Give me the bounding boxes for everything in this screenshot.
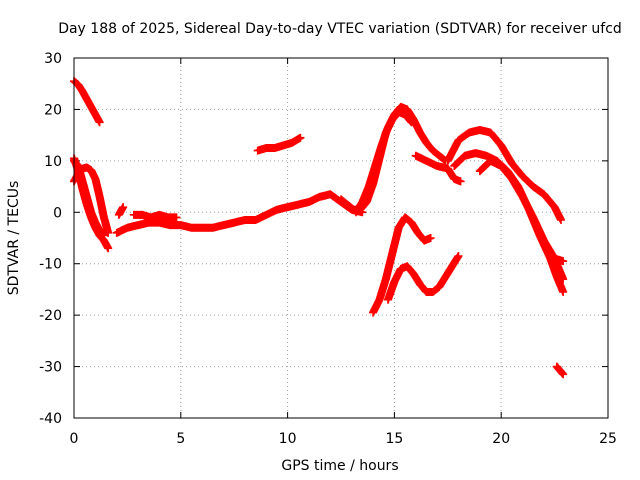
data-point bbox=[454, 252, 463, 260]
series-arc-18 bbox=[552, 362, 568, 379]
data-point bbox=[557, 216, 566, 224]
y-tick-label: 0 bbox=[53, 205, 62, 221]
y-tick-label: -30 bbox=[39, 360, 62, 376]
series-arc-17 bbox=[550, 254, 568, 266]
y-tick-label: -10 bbox=[39, 257, 62, 273]
x-tick-label: 25 bbox=[599, 431, 617, 447]
data-point bbox=[559, 257, 568, 266]
x-tick-label: 5 bbox=[176, 431, 185, 447]
x-tick-label: 0 bbox=[70, 431, 79, 447]
series-arc-12 bbox=[383, 252, 463, 304]
data-point bbox=[559, 275, 568, 284]
y-tick-label: -20 bbox=[39, 308, 62, 324]
x-tick-label: 10 bbox=[279, 431, 297, 447]
grid-lines bbox=[74, 58, 608, 418]
y-tick-label: 30 bbox=[44, 51, 62, 67]
series-arc-10 bbox=[337, 108, 416, 214]
data-point bbox=[296, 133, 305, 142]
data-markers bbox=[70, 77, 568, 379]
axis-ticks bbox=[73, 57, 609, 419]
data-point bbox=[559, 370, 568, 379]
data-point bbox=[456, 177, 465, 186]
y-tick-labels: -40 -30 -20 -10 0 10 20 30 bbox=[39, 51, 62, 427]
data-point bbox=[559, 288, 568, 296]
series-arc-11 bbox=[369, 213, 435, 317]
series-arc-16 bbox=[475, 156, 568, 284]
plot-frame bbox=[73, 57, 609, 419]
x-tick-label: 20 bbox=[492, 431, 510, 447]
chart-title: Day 188 of 2025, Sidereal Day-to-day VTE… bbox=[58, 21, 622, 37]
y-tick-label: 10 bbox=[44, 154, 62, 170]
data-point bbox=[407, 118, 416, 127]
series-arc-13 bbox=[411, 151, 465, 186]
series-arc-7 bbox=[129, 210, 181, 222]
x-axis-label: GPS time / hours bbox=[281, 458, 398, 474]
x-tick-label: 15 bbox=[385, 431, 403, 447]
data-point bbox=[95, 118, 104, 127]
y-tick-label: 20 bbox=[44, 102, 62, 118]
series-arc-4 bbox=[70, 156, 108, 240]
data-point bbox=[172, 213, 181, 222]
y-axis-label: SDTVAR / TECUs bbox=[6, 181, 22, 296]
series-arc-5 bbox=[114, 203, 128, 219]
series-arc-1 bbox=[70, 77, 104, 127]
data-point bbox=[119, 203, 128, 212]
data-point bbox=[426, 234, 435, 242]
y-tick-label: -40 bbox=[39, 411, 62, 427]
x-tick-labels: 0 5 10 15 20 25 bbox=[70, 431, 617, 447]
series-arc-14 bbox=[443, 126, 566, 224]
data-point bbox=[99, 231, 108, 240]
series-arc-8 bbox=[253, 133, 305, 155]
data-point bbox=[104, 244, 113, 253]
